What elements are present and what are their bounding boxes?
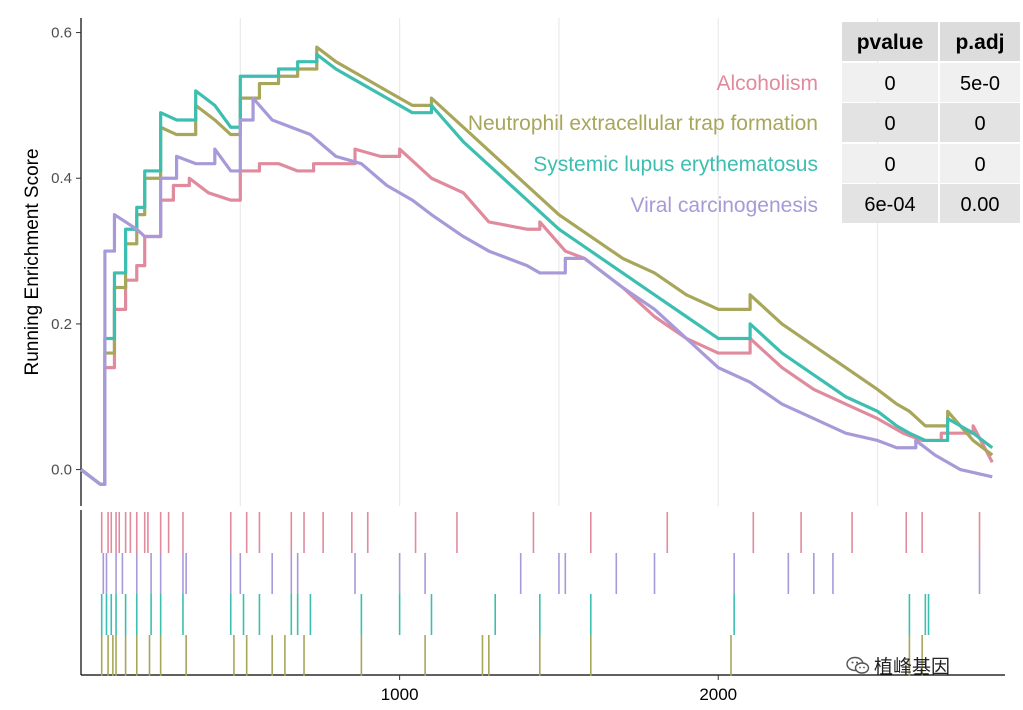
table-cell-text: 5e-0 — [960, 73, 1000, 95]
enrichment-score-lines — [80, 45, 994, 486]
y-tick-label: 0.6 — [51, 25, 72, 42]
es-line — [80, 45, 994, 486]
legend: Alcoholism Neutrophil extracellular trap … — [468, 72, 818, 217]
legend-label: Alcoholism — [716, 72, 818, 95]
x-tick-label: 1000 — [381, 685, 419, 704]
y-tick-label: 0.2 — [51, 316, 72, 333]
table-header-cell — [842, 22, 938, 61]
table-cell — [842, 103, 938, 142]
watermark: 植峰基因 — [846, 652, 950, 679]
table-cell — [842, 63, 938, 102]
watermark-text: 植峰基因 — [874, 656, 951, 678]
y-tick-label: 0.4 — [51, 170, 72, 187]
table-header-cell — [940, 22, 1020, 61]
table-cell — [842, 144, 938, 183]
y-axis-label: Running Enrichment Score — [22, 148, 43, 375]
legend-label: Neutrophil extracellular trap formation — [468, 112, 818, 135]
es-line — [80, 96, 993, 486]
table-header-text: pvalue — [857, 31, 924, 54]
pvalue-table: pvalue p.adj 0 5e-0 0 0 0 0 6e-04 0.00 — [842, 22, 1020, 223]
legend-label: Systemic lupus erythematosus — [533, 153, 818, 176]
table-cell-text: 0.00 — [961, 194, 1000, 216]
table-cell-text: 0 — [884, 154, 895, 176]
table-cell — [940, 63, 1020, 102]
x-tick-label: 2000 — [699, 685, 737, 704]
table-cell-text: 0 — [884, 73, 895, 95]
gene-hit-ticks — [100, 512, 981, 676]
table-cell — [940, 144, 1020, 183]
chat-bubble-icon — [846, 656, 870, 674]
legend-label: Viral carcinogenesis — [630, 194, 818, 217]
table-header-text: p.adj — [955, 31, 1004, 54]
axes: 0.0 0.2 0.4 0.6 1000 2000 — [51, 18, 1005, 704]
table-cell-text: 0 — [974, 113, 985, 135]
table-cell-text: 0 — [974, 154, 985, 176]
table-cell — [940, 103, 1020, 142]
table-cell — [842, 184, 938, 223]
es-line — [80, 147, 994, 486]
y-tick-label: 0.0 — [51, 462, 72, 479]
table-cell — [940, 184, 1020, 223]
table-cell-text: 0 — [884, 113, 895, 135]
table-cell-text: 6e-04 — [864, 194, 915, 216]
es-line — [80, 52, 994, 486]
